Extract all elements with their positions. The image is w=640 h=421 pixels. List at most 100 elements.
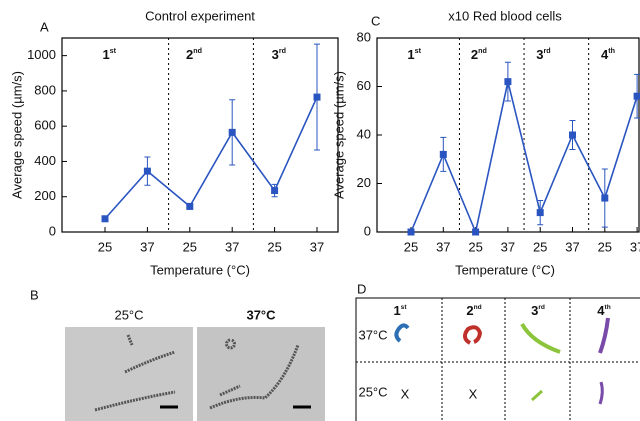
- cell-chain: [209, 338, 300, 410]
- series-line: [104, 96, 318, 220]
- marker: [143, 167, 151, 175]
- x-tick-label: 25: [598, 239, 612, 254]
- ordinal: 1st: [102, 47, 116, 63]
- plot-frame: [61, 37, 339, 233]
- ordinal: 2nd: [186, 47, 202, 63]
- absent-mark: X: [401, 386, 410, 401]
- x-tick-label: 37: [501, 239, 515, 254]
- chart-title: Control experiment: [145, 8, 255, 23]
- y-tick-label: 800: [34, 82, 56, 97]
- cell: [530, 389, 544, 402]
- marker: [228, 128, 236, 136]
- marker: [472, 228, 480, 236]
- marker: [439, 150, 447, 158]
- marker: [601, 194, 609, 202]
- x-tick-label: 37: [310, 239, 324, 254]
- marker: [569, 131, 576, 139]
- ordinal-number: 4: [601, 47, 609, 62]
- ordinal-suffix: st: [401, 304, 408, 311]
- caption: 25°C: [114, 307, 143, 322]
- marker: [504, 78, 512, 86]
- y-tick-label: 200: [34, 188, 56, 203]
- x-tick-label: 25: [98, 239, 112, 254]
- y-tick-label: 1000: [27, 47, 56, 62]
- ordinal-suffix: rd: [543, 47, 550, 55]
- cell: [598, 381, 604, 405]
- series-line: [410, 81, 638, 235]
- panel-label: C: [371, 13, 380, 28]
- micrograph: [197, 327, 325, 421]
- ordinal-number: 1: [102, 47, 109, 62]
- ordinal: 4th: [601, 47, 615, 63]
- micrograph: [65, 327, 193, 421]
- marker: [407, 228, 415, 236]
- ordinal-number: 3: [536, 47, 543, 62]
- y-tick-label: 80: [357, 29, 371, 44]
- ordinal-number: 2: [471, 47, 478, 62]
- ordinal-number: 2: [186, 47, 193, 62]
- row-label: 37°C: [358, 327, 387, 342]
- ordinal-suffix: rd: [538, 304, 545, 311]
- cell: [394, 323, 410, 343]
- marker: [186, 202, 194, 210]
- ordinal-number: 3: [272, 47, 279, 62]
- ordinal: 3rd: [531, 303, 545, 318]
- y-tick-label: 20: [357, 175, 371, 190]
- row-label: 25°C: [358, 384, 387, 399]
- y-tick-label: 0: [49, 223, 56, 238]
- marker: [271, 187, 279, 195]
- ordinal-suffix: st: [110, 47, 117, 55]
- panel-label: B: [30, 287, 39, 302]
- x-tick-label: 25: [533, 239, 547, 254]
- ordinal-suffix: st: [415, 47, 422, 55]
- y-axis-title: Average speed (µm/s): [9, 71, 24, 199]
- ordinal-number: 4: [597, 303, 605, 318]
- x-tick-label: 25: [468, 239, 482, 254]
- panel-label: D: [357, 281, 366, 296]
- ordinal: 1st: [407, 47, 421, 63]
- x-tick-label: 25: [404, 239, 418, 254]
- x-tick-label: 37: [140, 239, 154, 254]
- y-tick-label: 60: [357, 78, 371, 93]
- y-tick-label: 400: [34, 153, 56, 168]
- ordinal-number: 1: [407, 47, 414, 62]
- y-axis-title: Average speed (µm/s): [331, 71, 346, 199]
- marker: [313, 93, 321, 101]
- ordinal-suffix: nd: [478, 47, 487, 55]
- x-tick-label: 37: [565, 239, 579, 254]
- y-tick-label: 0: [364, 223, 371, 238]
- cell: [520, 322, 561, 354]
- y-tick-label: 600: [34, 118, 56, 133]
- table-frame: [355, 297, 640, 421]
- x-tick-label: 25: [183, 239, 197, 254]
- cell-chain: [94, 334, 176, 412]
- ordinal-suffix: nd: [474, 304, 482, 311]
- ordinal-number: 1: [393, 303, 400, 318]
- ordinal-number: 3: [531, 303, 538, 318]
- ordinal-number: 2: [466, 303, 473, 318]
- x-tick-label: 37: [630, 239, 640, 254]
- panel-label: A: [40, 19, 49, 34]
- ordinal: 3rd: [272, 47, 286, 63]
- marker: [633, 92, 640, 100]
- chart-title: x10 Red blood cells: [448, 8, 562, 23]
- x-axis-title: Temperature (°C): [455, 262, 555, 277]
- x-axis-title: Temperature (°C): [150, 262, 250, 277]
- x-tick-label: 25: [267, 239, 281, 254]
- ordinal-suffix: nd: [193, 47, 202, 55]
- marker: [101, 215, 109, 223]
- caption: 37°C: [246, 307, 276, 322]
- absent-mark: X: [469, 386, 478, 401]
- ordinal: 1st: [393, 303, 407, 318]
- y-tick-label: 40: [357, 126, 371, 141]
- ordinal-suffix: th: [608, 47, 615, 55]
- ordinal: 3rd: [536, 47, 550, 63]
- x-tick-label: 37: [436, 239, 450, 254]
- x-tick-label: 37: [225, 239, 239, 254]
- ordinal-suffix: rd: [279, 47, 286, 55]
- marker: [536, 209, 544, 217]
- ordinal-suffix: th: [605, 304, 611, 311]
- cell: [463, 325, 483, 345]
- ordinal: 2nd: [471, 47, 487, 63]
